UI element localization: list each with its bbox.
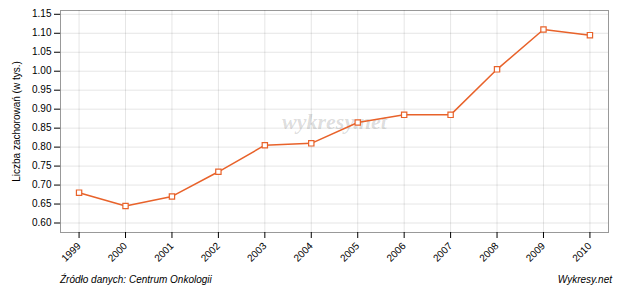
- svg-text:2003: 2003: [245, 240, 269, 264]
- svg-text:1.05: 1.05: [32, 46, 52, 57]
- html-text:Źródło danych: Centrum Onkolog: Źródło danych: Centrum Onkologii: [60, 274, 212, 285]
- svg-text:2006: 2006: [384, 240, 408, 264]
- svg-text:2000: 2000: [106, 240, 130, 264]
- svg-text:Liczba zachorowań (w tys.): Liczba zachorowań (w tys.): [11, 61, 22, 182]
- svg-text:0.95: 0.95: [32, 84, 52, 95]
- svg-text:2008: 2008: [477, 240, 501, 264]
- svg-text:2002: 2002: [199, 240, 223, 264]
- svg-text:2005: 2005: [338, 240, 362, 264]
- svg-text:1.15: 1.15: [32, 8, 52, 19]
- svg-text:0.85: 0.85: [32, 122, 52, 133]
- svg-text:0.65: 0.65: [32, 198, 52, 209]
- svg-text:2010: 2010: [570, 240, 594, 264]
- svg-text:0.90: 0.90: [32, 103, 52, 114]
- svg-text:2007: 2007: [431, 240, 455, 264]
- svg-text:2009: 2009: [524, 240, 548, 264]
- svg-text:1.00: 1.00: [32, 65, 52, 76]
- html-text:Wykresy.net: Wykresy.net: [557, 274, 612, 285]
- svg-text:0.75: 0.75: [32, 160, 52, 171]
- svg-text:0.60: 0.60: [32, 217, 52, 228]
- svg-text:1.10: 1.10: [32, 27, 52, 38]
- svg-text:2001: 2001: [152, 240, 176, 264]
- svg-text:wykresy.net: wykresy.net: [282, 109, 388, 134]
- svg-text:0.80: 0.80: [32, 141, 52, 152]
- svg-text:1999: 1999: [59, 240, 83, 264]
- svg-text:2004: 2004: [291, 240, 315, 264]
- svg-text:0.70: 0.70: [32, 179, 52, 190]
